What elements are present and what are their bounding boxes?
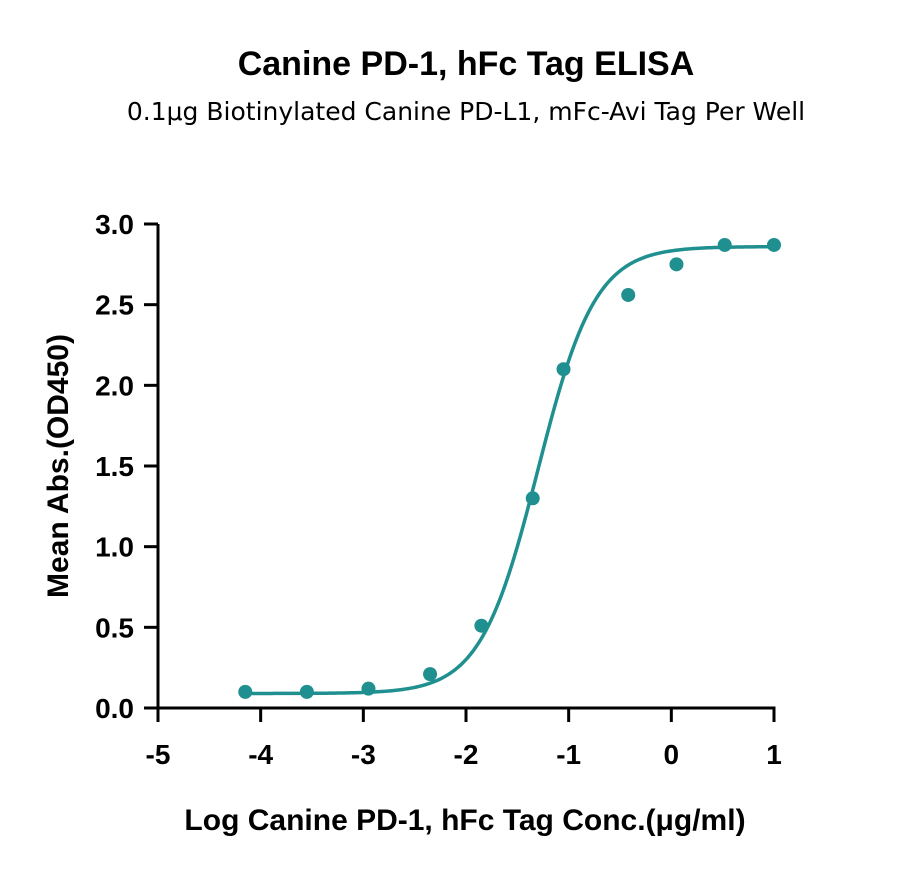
y-axis-label: Mean Abs.(OD450): [42, 334, 75, 598]
chart-title: Canine PD-1, hFc Tag ELISA: [238, 45, 695, 83]
x-tick-label: 1: [766, 739, 782, 770]
x-tick-label: -2: [454, 739, 479, 770]
data-point: [423, 667, 438, 682]
y-tick-label: 2.5: [95, 290, 134, 321]
data-point: [525, 491, 540, 506]
data-points: [238, 237, 781, 699]
fit-curve: [245, 244, 775, 696]
y-tick-label: 2.0: [95, 370, 134, 401]
x-tick-label: -4: [248, 739, 273, 770]
chart-subtitle: 0.1μg Biotinylated Canine PD-L1, mFc-Avi…: [127, 97, 805, 126]
data-point: [767, 237, 781, 252]
data-point: [361, 681, 376, 696]
data-point: [299, 684, 314, 699]
data-point: [474, 618, 489, 633]
x-axis-label: Log Canine PD-1, hFc Tag Conc.(μg/ml): [184, 804, 745, 837]
data-point: [238, 684, 253, 699]
x-tick-label: -5: [146, 739, 171, 770]
data-point: [556, 362, 571, 377]
x-tick-label: -1: [556, 739, 581, 770]
y-tick-label: 3.0: [95, 209, 134, 240]
axes: [156, 224, 776, 710]
x-axis-ticks: -5 -4 -3 -2 -1 0 1: [146, 708, 782, 770]
y-tick-label: 0.5: [95, 612, 134, 643]
y-axis-ticks: 0.0 0.5 1.0 1.5 2.0 2.5 3.0: [95, 209, 158, 724]
y-tick-label: 0.0: [95, 693, 134, 724]
data-point: [621, 287, 636, 302]
y-tick-label: 1.0: [95, 532, 134, 563]
y-tick-label: 1.5: [95, 451, 134, 482]
data-point: [717, 237, 732, 252]
x-tick-label: -3: [351, 739, 376, 770]
x-tick-label: 0: [664, 739, 680, 770]
data-point: [669, 257, 684, 272]
